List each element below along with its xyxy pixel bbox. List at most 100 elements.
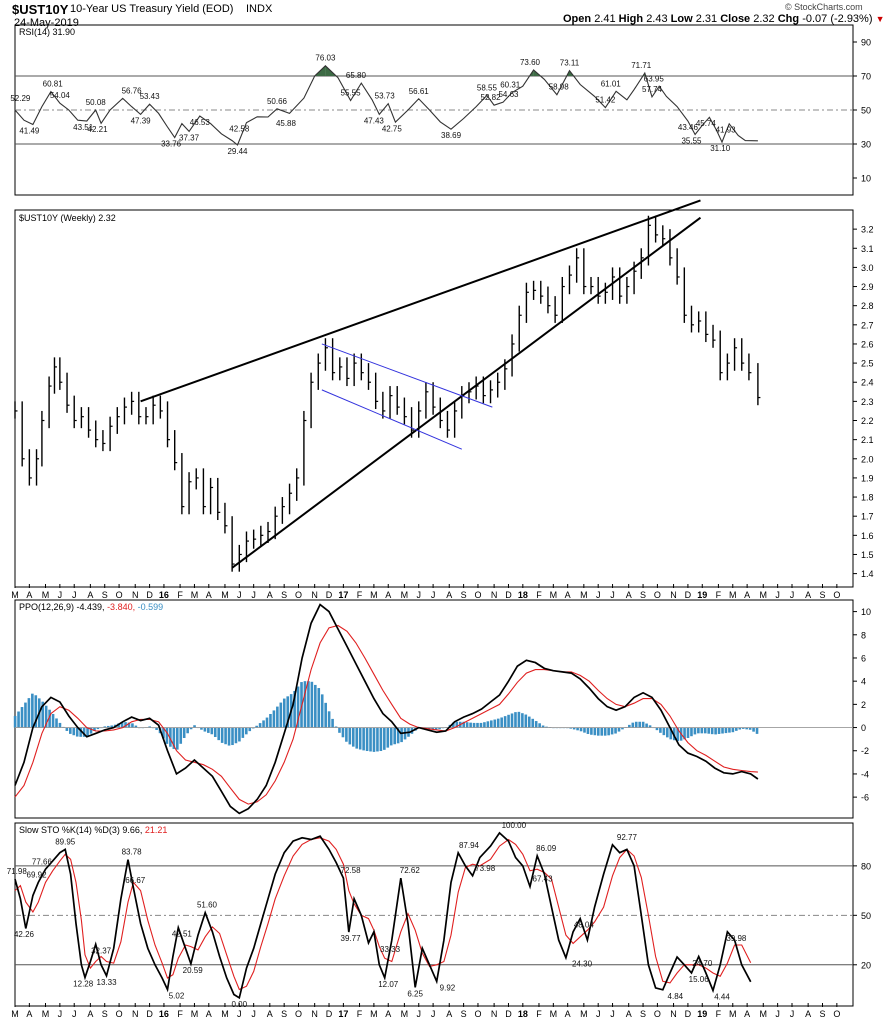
x-tick-label: M (11, 590, 19, 600)
ppo-histogram-bar (324, 702, 327, 728)
ppo-histogram-bar (165, 727, 169, 744)
chg-label: Chg (777, 13, 800, 25)
x-tick-label: M (729, 1009, 737, 1019)
ppo-histogram-bar (690, 727, 693, 737)
sto-legend: Slow STO %K(14) %D(3) 9.66, 21.21 (19, 825, 167, 835)
ppo-histogram-bar (186, 727, 189, 734)
ppo-histogram-bar (452, 722, 455, 728)
ppo-histogram-bar (279, 702, 283, 728)
ppo-histogram-bar (503, 716, 507, 728)
x-tick-label: S (461, 1009, 467, 1019)
wedge-lower-trendline (231, 216, 702, 569)
price-axis-tick-label: 3.2 (861, 225, 874, 235)
ppo-axis-tick-label: -4 (861, 769, 869, 779)
ppo-histogram-bar (610, 727, 614, 735)
rsi-value-label: 50.08 (86, 98, 107, 107)
sto-value-label: 24.70 (692, 959, 713, 968)
x-tick-label: D (685, 1009, 692, 1019)
ppo-histogram-bar (241, 727, 245, 738)
ppo-histogram-bar (189, 727, 193, 730)
x-tick-label: F (536, 1009, 542, 1019)
chart-symbol: $UST10Y (12, 2, 69, 17)
x-tick-label: J (610, 590, 615, 600)
x-tick-label: J (610, 1009, 615, 1019)
sto-k-line (14, 831, 752, 1000)
x-tick-label: J (72, 590, 77, 600)
x-tick-label: A (267, 590, 273, 600)
ppo-histogram-bar (96, 727, 100, 730)
x-tick-label: N (491, 590, 498, 600)
open-label: Open (563, 13, 592, 25)
ppo-histogram-bar (369, 727, 372, 752)
x-tick-label: D (146, 1009, 153, 1019)
x-tick-label: O (474, 590, 481, 600)
sto-value-label: 33.33 (380, 945, 401, 954)
down-arrow-icon: ▼ (875, 14, 885, 24)
ppo-legend-signal: -3.840, (107, 602, 138, 612)
ppo-histogram-bar (20, 707, 24, 728)
ppo-histogram-bar (331, 718, 334, 728)
x-tick-label: J (775, 1009, 780, 1019)
sto-value-label: 20.59 (183, 966, 204, 975)
ppo-histogram-bar (296, 686, 300, 728)
ppo-histogram-bar (17, 711, 20, 728)
ppo-histogram-bar (148, 726, 151, 728)
ppo-histogram-bar (376, 727, 379, 752)
rsi-axis-tick-label: 50 (861, 106, 871, 116)
ppo-histogram-bar (731, 727, 735, 733)
rsi-value-label: 57.74 (642, 85, 663, 94)
rsi-value-label: 42.58 (229, 125, 250, 134)
x-tick-label: S (819, 1009, 825, 1019)
rsi-legend: RSI(14) 31.90 (19, 27, 75, 37)
x-tick-label: J (58, 590, 63, 600)
x-tick-label: S (102, 1009, 108, 1019)
rsi-value-label: 41.49 (19, 126, 40, 135)
rsi-value-label: 45.74 (696, 119, 717, 128)
ppo-histogram-bar (134, 725, 138, 728)
ppo-histogram-bar (358, 727, 362, 750)
x-tick-label: D (146, 590, 153, 600)
ppo-histogram-bar (666, 727, 669, 738)
ppo-histogram-bar (24, 702, 27, 728)
ppo-histogram-bar (710, 727, 714, 735)
ppo-line (14, 603, 759, 815)
ppo-histogram-bar (517, 711, 521, 728)
sto-value-label: 71.98 (7, 867, 28, 876)
sto-value-label: 9.92 (440, 983, 456, 992)
ppo-histogram-bar (314, 684, 317, 728)
ppo-histogram-bar (213, 727, 217, 738)
x-tick-label: O (654, 1009, 661, 1019)
ppo-histogram-bar (44, 705, 48, 728)
rsi-value-label: 65.80 (346, 71, 367, 80)
x-tick-label: O (833, 1009, 840, 1019)
rsi-value-label: 46.53 (190, 118, 211, 127)
x-tick-label: S (281, 590, 287, 600)
ppo-histogram-bar (293, 690, 296, 728)
low-value: 2.31 (695, 13, 718, 25)
ppo-histogram-bar (717, 727, 721, 734)
ppo-histogram-bar (255, 725, 258, 728)
ppo-histogram-bar (721, 727, 724, 734)
x-tick-label: A (26, 590, 32, 600)
price-axis-tick-label: 2.0 (861, 454, 874, 464)
x-tick-label: M (760, 590, 768, 600)
ppo-histogram-bar (207, 727, 210, 733)
sto-value-label: 92.77 (617, 833, 638, 842)
x-tick-label: S (281, 1009, 287, 1019)
rsi-value-label: 43.51 (73, 123, 94, 132)
price-axis-tick-label: 1.4 (861, 569, 874, 579)
rsi-axis-tick-label: 90 (861, 38, 871, 48)
ppo-histogram-bar (307, 681, 310, 728)
ppo-histogram-bar (345, 727, 348, 742)
ppo-histogram-bar (434, 727, 438, 730)
x-tick-label: M (580, 1009, 588, 1019)
ppo-histogram-bar (320, 694, 324, 728)
ppo-histogram-bar (593, 727, 597, 736)
x-tick-label: M (221, 1009, 229, 1019)
ppo-histogram-bar (169, 727, 172, 747)
ppo-histogram-bar (31, 693, 34, 728)
x-tick-label: F (716, 590, 722, 600)
price-axis-tick-label: 2.2 (861, 416, 874, 426)
chart-title: 10-Year US Treasury Yield (EOD) (70, 3, 234, 15)
rsi-value-label: 47.43 (364, 116, 385, 125)
